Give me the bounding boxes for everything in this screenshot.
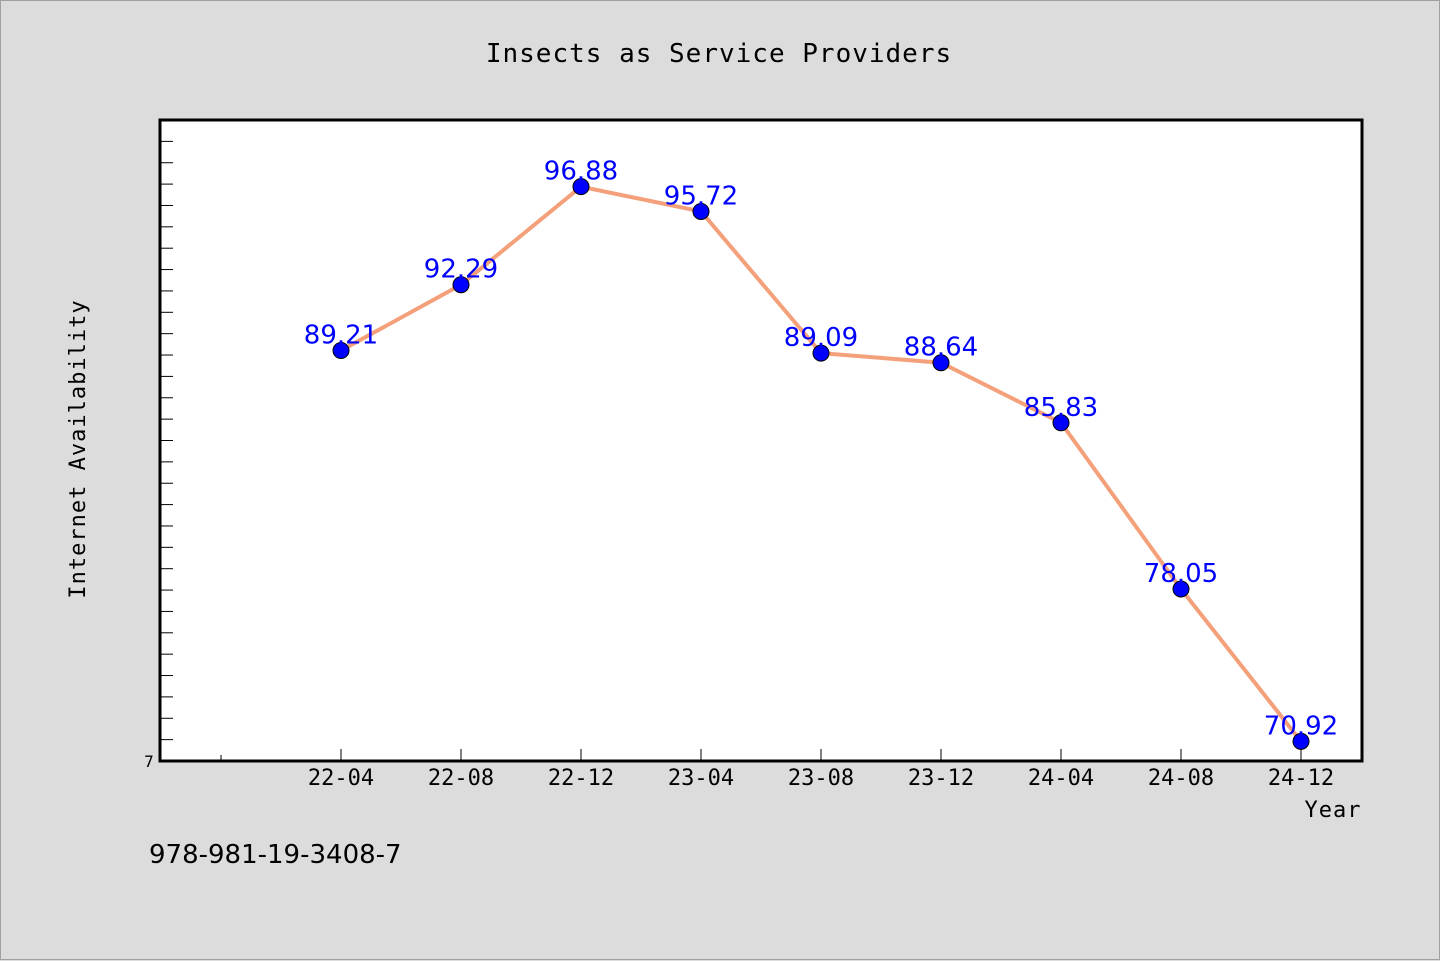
data-point — [1292, 732, 1310, 750]
data-point — [692, 202, 710, 220]
x-tick-label: 22-04 — [308, 766, 374, 791]
x-axis-ticks — [220, 749, 1302, 761]
data-label: 89.09 — [784, 323, 858, 353]
series-layer: 89.21 92.29 96.88 95.72 89.09 88.64 85.83 78.05… — [304, 157, 1338, 750]
x-tick-label: 24-12 — [1268, 766, 1334, 791]
data-label: 92.29 — [424, 255, 498, 285]
data-point — [932, 354, 950, 372]
data-label: 89.21 — [304, 321, 378, 351]
x-tick-label: 22-08 — [428, 766, 494, 791]
data-label: 95.72 — [664, 181, 738, 211]
y-axis-label: Internet Availability — [66, 299, 91, 598]
data-label: 96.88 — [544, 157, 618, 187]
data-point — [332, 342, 350, 360]
data-point — [1052, 414, 1070, 432]
data-label: 85.83 — [1024, 393, 1098, 423]
data-label: 88.64 — [904, 333, 978, 363]
x-tick-label: 22-12 — [548, 766, 614, 791]
x-tick-label: 23-04 — [668, 766, 734, 791]
footer-code: 978-981-19-3408-7 — [149, 840, 402, 870]
plot-area — [158, 118, 1364, 763]
data-label: 78.05 — [1144, 559, 1218, 589]
x-tick-label: 23-12 — [908, 766, 974, 791]
x-tick-label: 23-08 — [788, 766, 854, 791]
y-axis-ticks — [160, 119, 173, 741]
x-axis-label: Year — [1305, 798, 1362, 823]
y-axis-min-label: 7 — [144, 752, 154, 771]
x-tick-label: 24-04 — [1028, 766, 1094, 791]
data-point — [812, 344, 830, 362]
x-tick-label: 24-08 — [1148, 766, 1214, 791]
chart-title: Insects as Service Providers — [486, 39, 952, 69]
x-axis-tick-labels: 22-04 22-08 22-12 23-04 23-08 23-12 24-04 24-08… — [308, 766, 1334, 791]
data-point — [452, 276, 470, 294]
data-point — [1172, 580, 1190, 598]
data-point — [572, 178, 590, 196]
data-label: 70.92 — [1264, 711, 1338, 741]
